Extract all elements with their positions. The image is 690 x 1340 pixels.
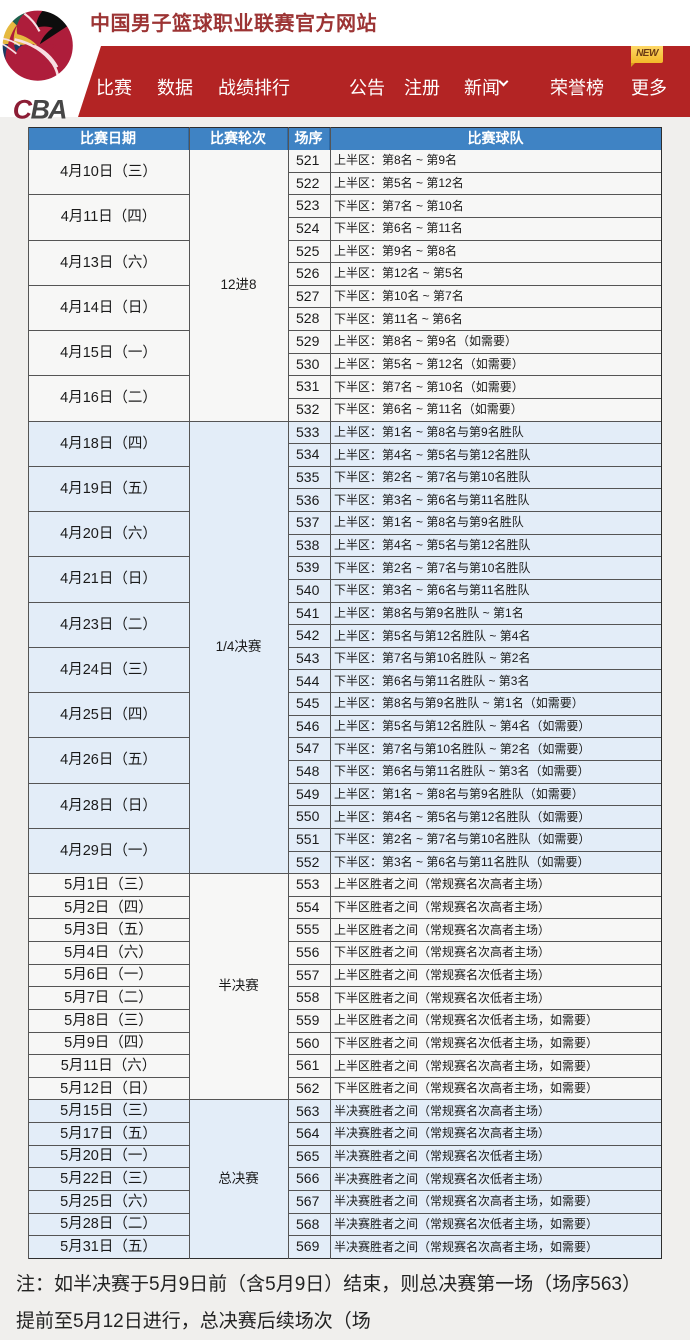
svg-text:BA: BA [31, 95, 66, 125]
